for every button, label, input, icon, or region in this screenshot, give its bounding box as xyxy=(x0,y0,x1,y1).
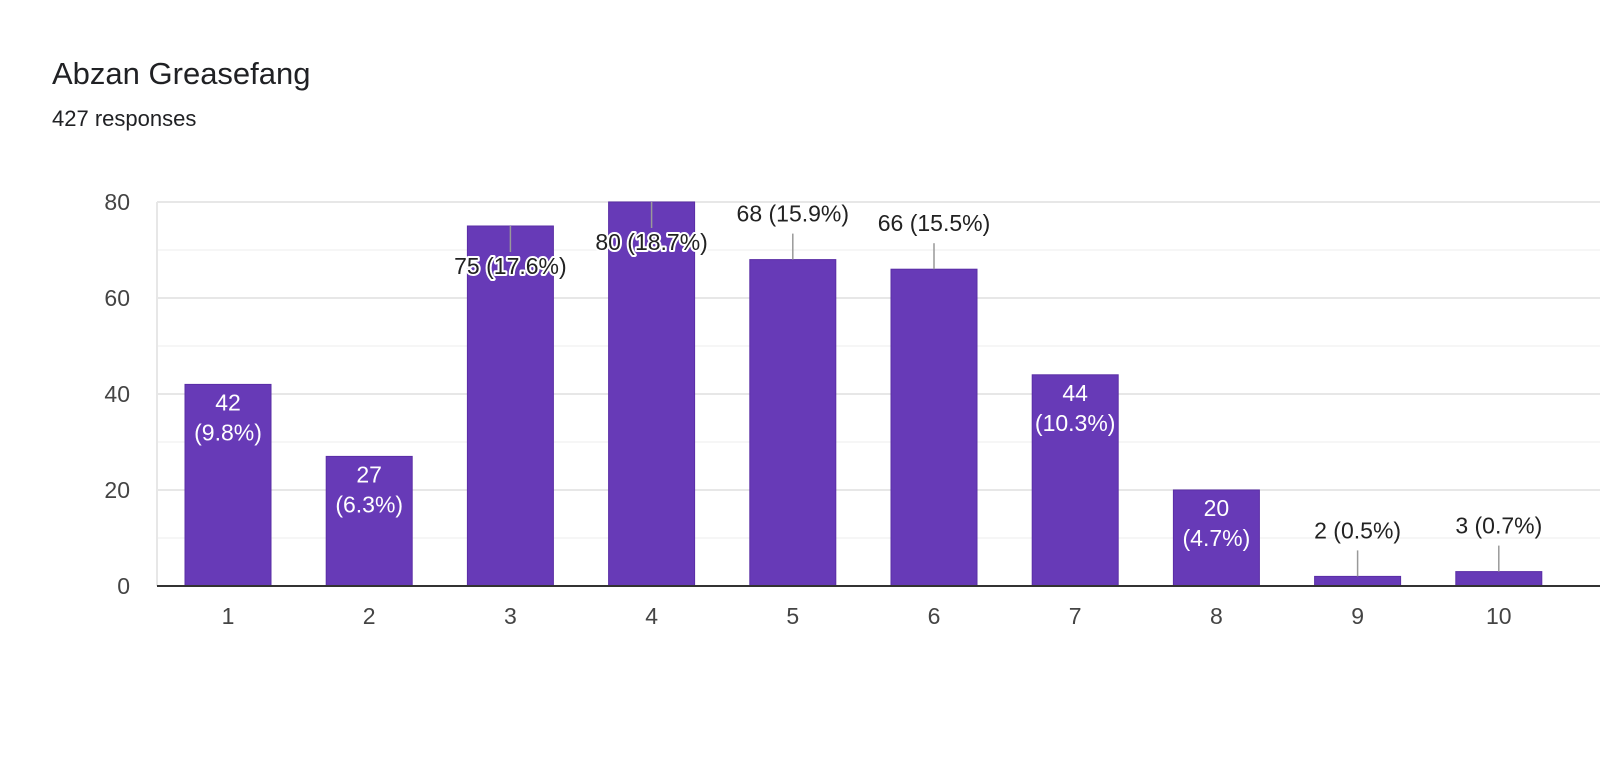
x-tick-label: 5 xyxy=(786,603,799,629)
x-tick-label: 1 xyxy=(222,603,235,629)
x-tick-label: 9 xyxy=(1351,603,1364,629)
x-tick-label: 7 xyxy=(1069,603,1082,629)
data-label-8: 20 (4.7%) xyxy=(1183,495,1251,551)
data-label-6: 66 (15.5%) xyxy=(878,210,991,236)
bar-1[interactable] xyxy=(184,383,272,587)
data-label-7: 44 (10.3%) xyxy=(1035,380,1116,436)
data-label-2: 27 (6.3%) xyxy=(335,461,403,517)
data-label-5: 68 (15.9%) xyxy=(737,201,850,227)
bars xyxy=(184,201,1543,587)
data-label-10: 3 (0.7%) xyxy=(1455,513,1542,539)
x-tick-label: 10 xyxy=(1486,603,1512,629)
response-count: 427 responses xyxy=(52,106,197,131)
data-label-4: 80 (18.7%) xyxy=(595,229,708,255)
bar-7[interactable] xyxy=(1031,374,1119,587)
x-tick-label: 6 xyxy=(928,603,941,629)
bar-6[interactable] xyxy=(890,268,978,587)
x-axis-ticks: 1 2 3 4 5 6 7 8 9 10 xyxy=(222,603,1512,629)
bar-10[interactable] xyxy=(1455,571,1543,587)
chart-title: Abzan Greasefang xyxy=(52,56,311,91)
y-tick-label: 20 xyxy=(104,477,130,503)
data-label-3: 75 (17.6%) xyxy=(454,253,567,279)
x-tick-label: 4 xyxy=(645,603,658,629)
data-labels: 42 (9.8%) 27 (6.3%) 75 (17.6%) 80 (18.7%) 68 (… xyxy=(194,201,1542,577)
x-tick-label: 2 xyxy=(363,603,376,629)
y-tick-label: 80 xyxy=(104,189,130,215)
bar-5[interactable] xyxy=(749,259,837,587)
y-tick-label: 0 xyxy=(117,573,130,599)
x-tick-label: 8 xyxy=(1210,603,1223,629)
bar-3[interactable] xyxy=(466,225,554,587)
y-tick-label: 40 xyxy=(104,381,130,407)
x-tick-label: 3 xyxy=(504,603,517,629)
data-label-1: 42 (9.8%) xyxy=(194,389,262,445)
data-label-9: 2 (0.5%) xyxy=(1314,517,1401,543)
bar-9[interactable] xyxy=(1314,575,1402,587)
y-axis-ticks: 0 20 40 60 80 xyxy=(104,189,130,599)
y-tick-label: 60 xyxy=(104,285,130,311)
bar-4[interactable] xyxy=(608,201,696,587)
